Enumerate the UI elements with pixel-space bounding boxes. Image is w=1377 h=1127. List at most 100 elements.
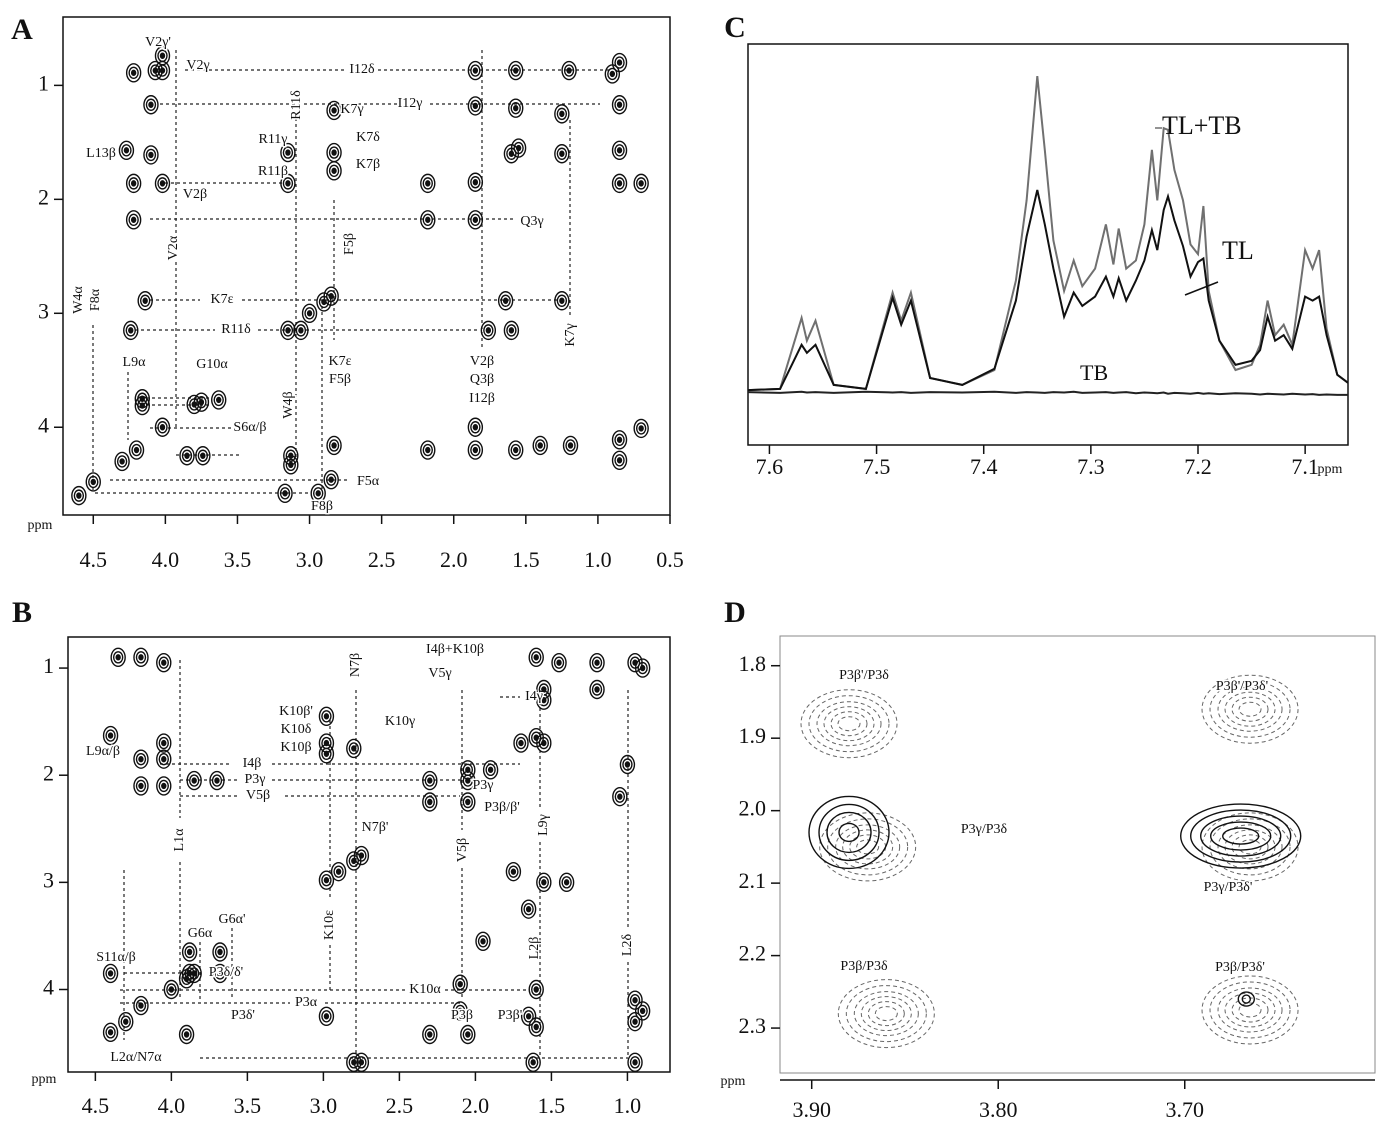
cross-peak [110,647,126,668]
contour-ring [71,485,87,506]
contour-ring [424,774,436,787]
contour-ring [139,402,145,409]
contour-ring [184,452,190,459]
cross-peak [133,749,149,769]
peak-label: K10ε [322,910,337,940]
contour-ring [133,776,149,796]
cross-peak [460,760,476,780]
contour-ring [168,986,175,993]
contour-ring [331,107,337,114]
contour-ring [554,144,570,164]
contour-ring [323,750,330,757]
peak-label: S6α/β [233,420,266,435]
contour-ring [612,786,628,807]
contour-ring [318,1006,335,1026]
contour-ring [306,310,313,317]
y-tick-label: 1.9 [739,723,767,748]
cross-peak [133,776,149,796]
contour-ring [105,729,116,742]
contour-ring [422,443,433,457]
contour-ring [123,320,139,341]
contour-ring [589,653,605,673]
contour-ring [523,902,534,916]
cross-peak [280,173,296,194]
series-label: TL+TB [1162,111,1242,140]
contour-ring [845,985,927,1043]
contour-ring [323,469,339,490]
cross-peak [293,320,309,341]
contour-ring [159,67,166,74]
contour-ring [85,472,101,492]
contour-ring [513,67,519,74]
contour-ring [541,879,547,886]
contour-ring [1217,686,1283,732]
contour-ring [212,963,228,984]
plot-frame [67,636,671,1073]
cross-peak [1180,803,1302,869]
cross-peak [482,760,499,780]
peak-label: G6α' [219,912,246,927]
x-tick-label: 1.0 [584,547,612,572]
contour-ring [827,818,909,876]
contour-ring [525,905,532,913]
contour-ring [128,327,134,334]
contour-ring [318,706,335,726]
peak-label: P3δ' [231,1008,255,1023]
peak-label: N7β [348,653,363,677]
cross-peak [554,144,570,164]
contour-ring [425,216,431,224]
contour-ring [217,970,223,977]
contour-ring [1238,1002,1262,1018]
contour-ring [288,461,294,469]
contour-ring [159,424,166,431]
x-tick-label: 1.5 [512,547,540,572]
contour-ring [475,931,491,951]
contour-ring [536,733,552,753]
contour-ring [425,180,431,187]
contour-ring [427,777,433,784]
contour-ring [328,164,340,178]
contour-ring [107,1029,114,1036]
contour-ring [838,822,860,843]
contour-ring [520,1006,537,1026]
cross-peak [528,647,544,668]
contour-ring [128,440,145,460]
contour-ring [212,942,228,962]
contour-ring [156,733,172,753]
contour-ring [632,997,638,1004]
contour-ring [470,99,481,113]
contour-ring [591,656,603,669]
plot-frame [62,16,671,516]
panel-letter: B [12,596,32,629]
peak-label: W4β [281,391,296,418]
x-tick-label: 2.5 [368,547,396,572]
cross-peak [195,446,211,466]
contour-ring [562,435,579,456]
cross-peak [460,792,476,812]
series-label: TB [1080,360,1108,385]
cross-peak [808,795,890,870]
cross-peak [137,291,153,311]
contour-ring [538,876,550,889]
cross-peak [193,392,210,412]
cross-peak [508,440,524,460]
contour-ring [485,327,492,334]
contour-ring [867,1001,905,1027]
contour-ring [627,1011,643,1032]
contour-ring [166,983,177,996]
plot-frame [747,43,1349,446]
contour-ring [214,967,226,980]
peak-label: R11β [258,164,288,179]
cross-peak [301,303,318,323]
panel-letter: C [724,11,746,44]
contour-ring [508,440,524,460]
contour-ring [536,679,552,700]
cross-peak [475,931,491,951]
panel-letter: D [724,596,746,629]
contour-ring [616,457,623,464]
cross-peak [133,647,149,668]
peak-label: V2α [166,235,181,260]
contour-ring [470,443,481,457]
contour-ring [554,104,570,124]
